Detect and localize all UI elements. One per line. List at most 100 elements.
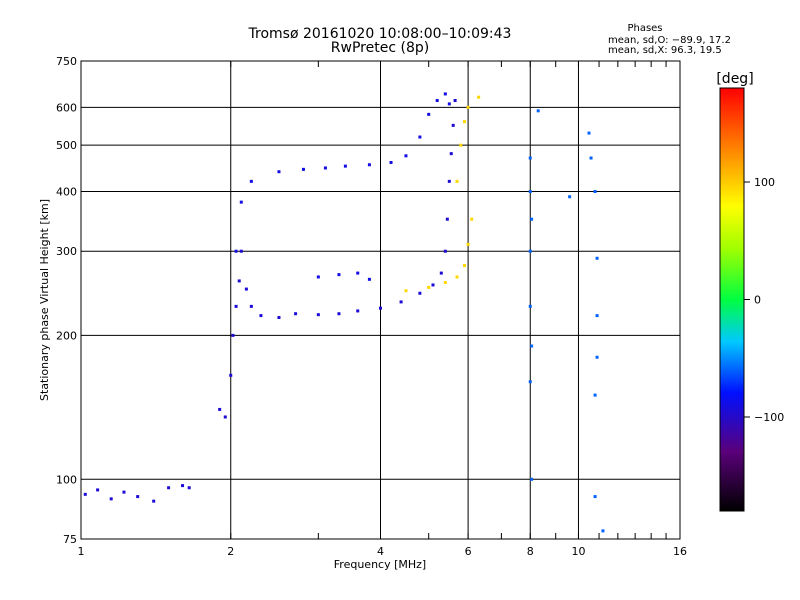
data-point	[443, 281, 447, 285]
chart-title: Tromsø 20161020 10:08:00–10:09:43	[248, 26, 512, 42]
data-point	[451, 123, 455, 127]
x-tick-label: 1	[78, 545, 85, 558]
data-point	[231, 333, 235, 337]
data-point	[595, 314, 599, 318]
data-point	[152, 499, 156, 503]
data-point	[530, 217, 534, 221]
data-point	[167, 486, 171, 490]
data-point	[568, 195, 572, 199]
data-point	[356, 271, 360, 275]
data-point	[109, 497, 113, 501]
data-point	[530, 477, 534, 481]
colorbar-label: [deg]	[716, 71, 753, 87]
data-point	[239, 249, 243, 253]
data-point	[595, 256, 599, 260]
x-tick-label: 10	[571, 545, 585, 558]
y-tick-label: 100	[56, 473, 77, 486]
data-point	[316, 313, 320, 317]
chart-subtitle: RwPretec (8p)	[331, 40, 429, 56]
stats-o-line: mean, sd,O: −89.9, 17.2	[608, 35, 731, 46]
data-point	[528, 249, 532, 253]
data-point	[528, 380, 532, 384]
data-point	[455, 179, 459, 183]
data-point	[229, 373, 233, 377]
data-point	[435, 99, 439, 103]
data-point	[528, 304, 532, 308]
colorbar-ticks: 100 0 −100	[744, 176, 784, 424]
x-tick-label: 2	[227, 545, 234, 558]
data-point	[337, 273, 341, 277]
data-point	[443, 92, 447, 96]
y-tick-label: 600	[56, 101, 77, 114]
data-point	[447, 102, 451, 106]
data-point	[389, 160, 393, 164]
x-tick-label: 16	[673, 545, 687, 558]
data-point	[136, 495, 140, 499]
data-point	[601, 529, 605, 533]
data-point	[249, 179, 253, 183]
axis-ticks: 1 2 4 6 8 10 16 75 100 200 300 400 500 600 750	[56, 55, 687, 558]
data-point	[404, 289, 408, 293]
y-tick-label: 400	[56, 185, 77, 198]
data-point	[443, 249, 447, 253]
data-point	[427, 285, 431, 289]
data-point	[218, 407, 222, 411]
y-tick-label: 500	[56, 139, 77, 152]
data-point	[367, 163, 371, 167]
data-point	[244, 287, 248, 291]
data-point	[462, 264, 466, 268]
x-tick-label: 4	[377, 545, 384, 558]
data-point	[301, 167, 305, 171]
data-point	[453, 99, 457, 103]
y-axis-label: Stationary phase Virtual Height [km]	[38, 199, 51, 401]
data-point	[83, 492, 87, 496]
data-point	[477, 95, 481, 99]
data-point	[470, 217, 474, 221]
data-point	[418, 291, 422, 295]
data-point	[593, 393, 597, 397]
data-point	[249, 304, 253, 308]
x-axis-label: Frequency [MHz]	[334, 558, 426, 571]
data-point	[187, 486, 191, 490]
data-point	[447, 179, 451, 183]
data-point	[427, 112, 431, 116]
data-point	[431, 283, 435, 287]
data-point	[239, 200, 243, 204]
data-point	[459, 143, 463, 147]
stats-x-line: mean, sd,X: 96.3, 19.5	[608, 45, 722, 56]
data-point	[449, 152, 453, 156]
data-point	[337, 312, 341, 316]
data-point	[418, 135, 422, 139]
data-point	[379, 306, 382, 310]
colorbar-tick-label: −100	[754, 411, 784, 424]
data-point	[587, 131, 591, 135]
data-point	[277, 315, 281, 319]
y-tick-label: 75	[63, 533, 77, 546]
data-point	[466, 242, 470, 246]
data-point	[96, 488, 100, 492]
y-tick-label: 200	[56, 329, 77, 342]
data-point	[316, 275, 320, 279]
data-point	[122, 490, 126, 494]
x-tick-label: 8	[527, 545, 534, 558]
data-point	[445, 217, 449, 221]
data-point	[237, 279, 241, 283]
data-point	[259, 314, 263, 318]
data-point	[323, 166, 327, 170]
data-point	[234, 249, 238, 253]
data-point	[536, 109, 540, 113]
data-point	[528, 156, 532, 160]
colorbar-tick-label: 0	[754, 294, 761, 307]
stats-heading: Phases	[627, 23, 662, 34]
data-point	[234, 304, 238, 308]
colorbar	[719, 87, 745, 512]
data-point	[294, 312, 298, 316]
data-point	[462, 120, 466, 124]
y-tick-label: 300	[56, 245, 77, 258]
data-point	[399, 300, 403, 304]
data-point	[181, 484, 185, 488]
data-point	[595, 355, 599, 359]
colorbar-tick-label: 100	[754, 176, 775, 189]
data-point	[439, 271, 443, 275]
data-point	[367, 277, 371, 281]
